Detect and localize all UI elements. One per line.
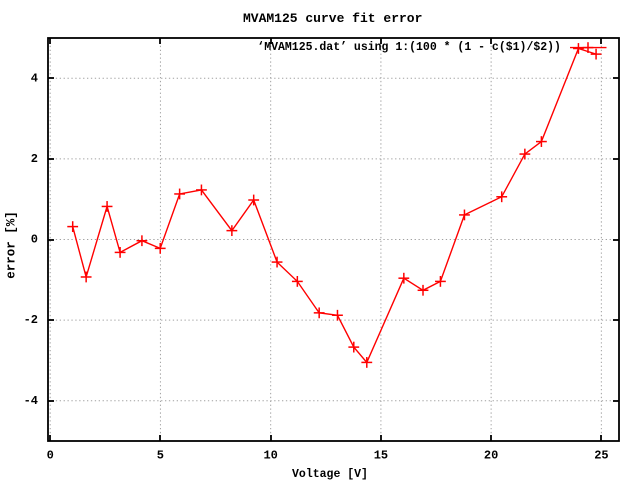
svg-text:2: 2 [31, 152, 38, 166]
svg-text:10: 10 [263, 448, 277, 462]
svg-text:MVAM125 curve fit error: MVAM125 curve fit error [243, 11, 422, 26]
svg-text:error [%]: error [%] [4, 211, 18, 279]
svg-text:-4: -4 [24, 394, 38, 408]
svg-text:4: 4 [31, 71, 38, 85]
svg-text:5: 5 [157, 448, 164, 462]
svg-text:15: 15 [374, 448, 388, 462]
svg-text:0: 0 [47, 448, 54, 462]
svg-text:25: 25 [594, 448, 608, 462]
svg-text:0: 0 [31, 233, 38, 247]
svg-text:20: 20 [484, 448, 498, 462]
svg-text:‘MVAM125.dat’ using 1:(100 * (: ‘MVAM125.dat’ using 1:(100 * (1 - c($1)/… [257, 41, 561, 54]
svg-text:-2: -2 [24, 313, 38, 327]
svg-text:Voltage [V]: Voltage [V] [292, 468, 368, 480]
